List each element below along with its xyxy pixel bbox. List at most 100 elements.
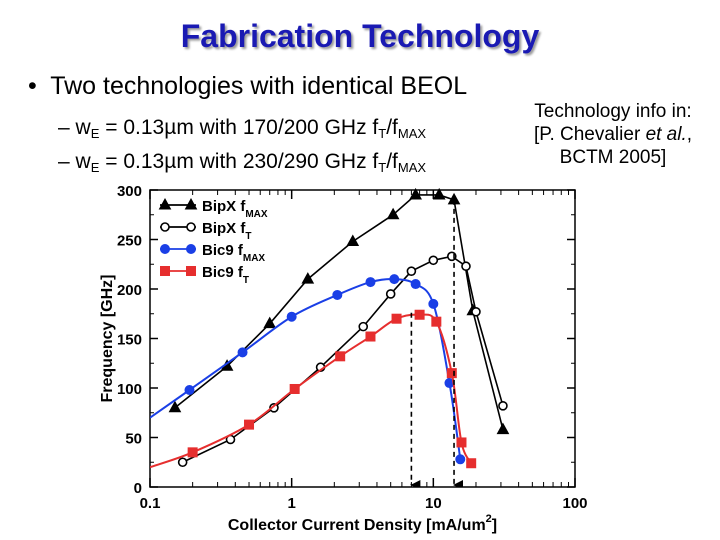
x-axis-label: Collector Current Density [mA/um2] [228, 513, 497, 534]
data-point [496, 422, 510, 435]
data-point [455, 454, 466, 465]
freq-text: m with 170/200 GHz f [176, 116, 379, 139]
bullet-dot: • [28, 72, 37, 100]
y-tick-label: 100 [117, 381, 142, 398]
we-subscript: E [90, 125, 100, 141]
y-axis-label: Frequency [GHz] [99, 274, 116, 402]
sub-bullet-2: – wE = 0.13µm with 230/290 GHz fT/fMAX [58, 150, 426, 175]
series-2 [150, 274, 466, 465]
legend-marker [186, 244, 196, 254]
legend-marker [160, 266, 170, 276]
freq-text: m with 230/290 GHz f [176, 150, 379, 173]
data-point [386, 207, 400, 220]
data-point [432, 187, 446, 200]
sub-bullet-1: – wE = 0.13µm with 170/200 GHz fT/fMAX [58, 116, 426, 141]
data-point [409, 187, 422, 200]
ft-subscript: T [378, 159, 387, 175]
data-point [389, 274, 400, 285]
legend-marker [186, 266, 196, 276]
data-point [184, 384, 195, 395]
data-point [301, 272, 315, 284]
legend-marker [184, 197, 198, 210]
we-subscript: E [90, 159, 100, 175]
note-citation: [P. Chevalier [533, 124, 646, 145]
data-point [461, 261, 471, 272]
series-0 [168, 187, 510, 435]
data-point [244, 419, 255, 430]
note-line-1: Technology info in: [534, 101, 692, 122]
legend-label: BipX fT [202, 220, 251, 242]
data-point [237, 347, 248, 358]
slide-title: Fabrication Technology [180, 18, 540, 54]
legend-marker [160, 222, 170, 232]
legend-marker [160, 244, 170, 254]
ft-subscript: T [378, 125, 387, 141]
data-point [286, 311, 297, 322]
data-point [428, 298, 439, 309]
plot-area [150, 187, 510, 487]
legend-label-sub: MAX [245, 209, 268, 220]
main-bullet: • Two technologies with identical BEOL [28, 72, 467, 101]
sub-dash: – [58, 150, 70, 173]
we-label: w [75, 116, 91, 139]
main-bullet-text: Two technologies with identical BEOL [50, 72, 468, 100]
data-point [471, 306, 481, 317]
series-1 [177, 251, 508, 468]
data-point [358, 321, 369, 332]
data-point [406, 266, 417, 276]
data-point [332, 289, 343, 300]
micro-symbol: µ [164, 116, 177, 139]
series-line [150, 278, 462, 460]
x-axis-label-text: Collector Current Density [mA/um [228, 517, 486, 534]
legend-label: BipX fMAX [202, 198, 268, 220]
y-tick-label: 250 [117, 233, 142, 250]
x-axis-label-end: ] [492, 517, 497, 534]
data-point [410, 279, 421, 290]
data-point [414, 309, 425, 320]
legend-label-text: BipX f [202, 198, 246, 215]
x-tick-label: 1 [287, 495, 295, 512]
micro-symbol: µ [164, 150, 177, 173]
note-line-3: BCTM 2005] [559, 147, 667, 168]
y-tick-label: 0 [134, 480, 142, 497]
reference-note: Technology info in: [P. Chevalier et al.… [510, 100, 716, 169]
data-point [446, 368, 457, 379]
data-point [365, 277, 376, 288]
width-value: = 0.13 [99, 150, 165, 173]
data-point [498, 401, 508, 411]
data-point [263, 316, 277, 329]
legend-marker [158, 197, 172, 210]
note-comma: , [686, 124, 693, 145]
legend-label-sub: T [243, 275, 249, 286]
data-point [428, 255, 439, 266]
x-tick-label: 0.1 [140, 495, 161, 512]
series-line [182, 255, 504, 463]
data-point [431, 316, 442, 327]
legend-marker [186, 222, 196, 232]
legend-label-text: Bic9 f [202, 242, 244, 259]
we-label: w [75, 150, 91, 173]
data-point [335, 351, 346, 362]
data-point [365, 331, 376, 342]
data-point [168, 400, 182, 413]
data-point [269, 402, 279, 413]
width-value: = 0.13 [99, 116, 165, 139]
y-tick-label: 300 [117, 183, 142, 200]
legend-label: Bic9 fT [202, 264, 249, 286]
fmax-subscript: MAX [397, 159, 427, 175]
fmax-prefix: /f [386, 150, 398, 173]
data-point [177, 457, 188, 468]
y-tick-label: 150 [117, 332, 142, 349]
legend-label-sub: MAX [243, 253, 266, 264]
fmax-prefix: /f [386, 116, 398, 139]
data-point [346, 234, 360, 246]
legend-label-sub: T [245, 231, 251, 242]
fmax-subscript: MAX [397, 125, 427, 141]
legend-label-text: BipX f [202, 220, 246, 237]
series-line [150, 313, 473, 469]
note-et-al: et al. [645, 124, 687, 145]
x-tick-label: 100 [562, 495, 587, 512]
data-point [391, 313, 402, 324]
x-axis-label-sup: 2 [486, 513, 492, 525]
